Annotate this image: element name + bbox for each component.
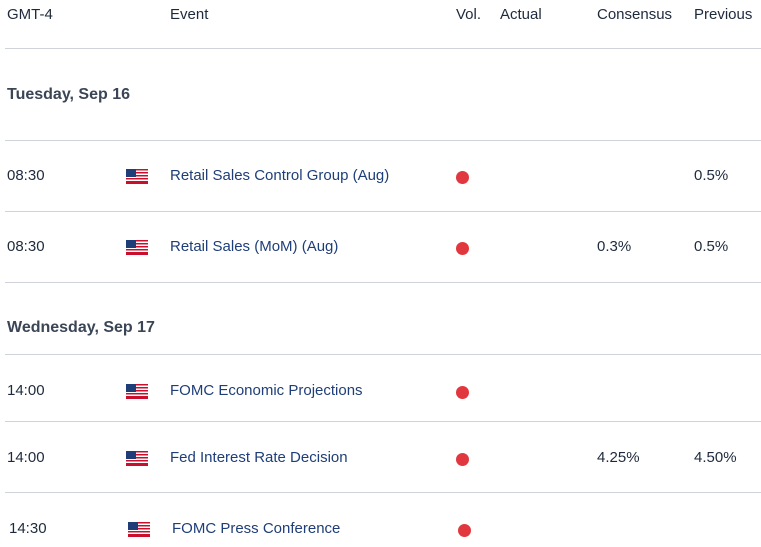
divider (5, 354, 761, 355)
us-flag-icon (126, 169, 148, 184)
high-volatility-dot (456, 453, 469, 466)
event-name-link[interactable]: Retail Sales (MoM) (Aug) (170, 238, 339, 255)
event-name-link[interactable]: Fed Interest Rate Decision (170, 449, 348, 466)
event-row[interactable]: 08:30 Retail Sales Control Group (Aug) 0… (0, 161, 761, 191)
high-volatility-dot (456, 386, 469, 399)
event-time: 14:30 (9, 520, 47, 537)
consensus-column-header: Consensus (597, 6, 673, 23)
event-name-link[interactable]: FOMC Press Conference (172, 520, 341, 537)
us-flag-icon (126, 384, 148, 399)
divider (5, 211, 761, 212)
day-heading: Wednesday, Sep 17 (7, 319, 155, 336)
previous-column-header: Previous (694, 6, 753, 23)
event-row[interactable]: 14:00 Fed Interest Rate Decision 4.25% 4… (0, 443, 761, 473)
day-heading: Tuesday, Sep 16 (7, 86, 131, 103)
divider (5, 140, 761, 141)
divider (5, 492, 761, 493)
event-name-link[interactable]: FOMC Economic Projections (170, 382, 363, 399)
event-column-header: Event (170, 6, 209, 23)
event-name-link[interactable]: Retail Sales Control Group (Aug) (170, 167, 390, 184)
event-row[interactable]: 14:30 FOMC Press Conference (0, 514, 761, 544)
event-time: 08:30 (7, 167, 45, 184)
us-flag-icon (128, 522, 150, 537)
us-flag-icon (126, 240, 148, 255)
previous-value: 0.5% (694, 167, 729, 184)
event-time: 14:00 (7, 382, 45, 399)
divider (5, 48, 761, 49)
event-time: 08:30 (7, 238, 45, 255)
divider (5, 421, 761, 422)
high-volatility-dot (456, 242, 469, 255)
timezone-header[interactable]: GMT-4 (7, 6, 53, 23)
high-volatility-dot (456, 171, 469, 184)
consensus-value: 0.3% (597, 238, 632, 255)
actual-column-header: Actual (500, 6, 542, 23)
previous-value: 0.5% (694, 238, 729, 255)
divider (5, 282, 761, 283)
us-flag-icon (126, 451, 148, 466)
high-volatility-dot (458, 524, 471, 537)
volatility-column-header: Vol. (456, 6, 482, 23)
event-time: 14:00 (7, 449, 45, 466)
calendar-header: GMT-4 Event Vol. Actual Consensus Previo… (0, 0, 761, 49)
consensus-value: 4.25% (597, 449, 640, 466)
previous-value: 4.50% (694, 449, 737, 466)
event-row[interactable]: 14:00 FOMC Economic Projections (0, 376, 761, 406)
event-row[interactable]: 08:30 Retail Sales (MoM) (Aug) 0.3% 0.5% (0, 232, 761, 262)
